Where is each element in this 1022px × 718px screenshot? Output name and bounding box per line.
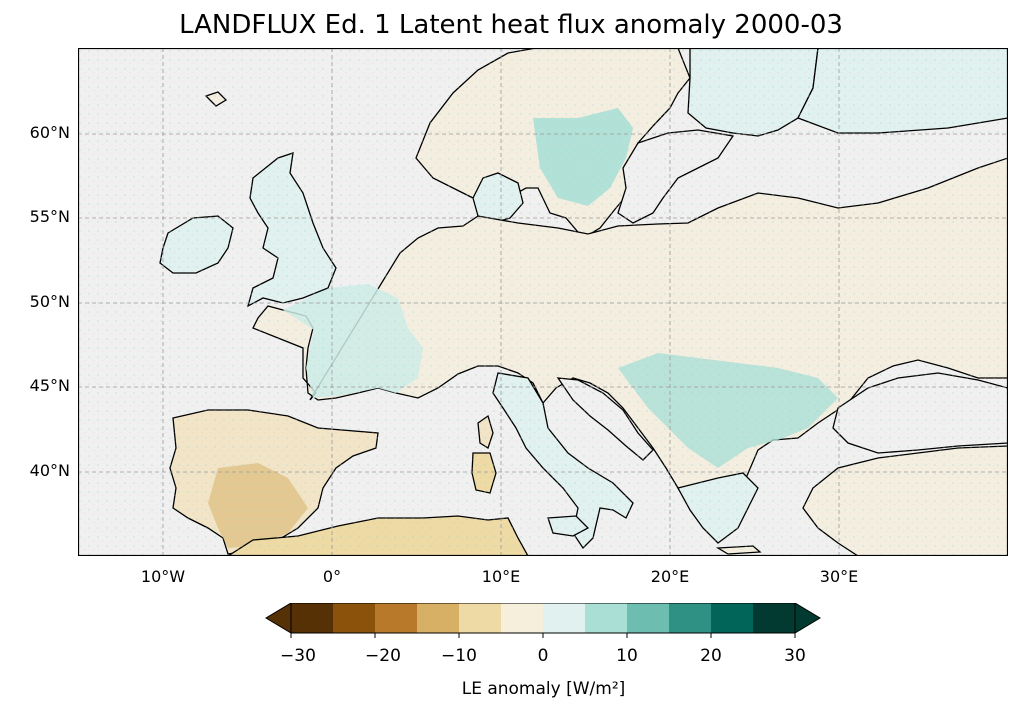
lon-label-20e: 20°E bbox=[650, 567, 690, 586]
colorbar-segment bbox=[375, 603, 417, 633]
map-frame bbox=[77, 47, 1009, 557]
colorbar-segment bbox=[333, 603, 375, 633]
lat-label-55: 55°N bbox=[29, 207, 70, 226]
colorbar-segment bbox=[417, 603, 459, 633]
colorbar-segment bbox=[753, 603, 795, 633]
lat-label-45: 45°N bbox=[29, 376, 70, 395]
colorbar-tick-label: −20 bbox=[365, 646, 401, 666]
grid-texture bbox=[78, 48, 1008, 556]
colorbar-tick-label: 10 bbox=[616, 646, 638, 666]
lon-label-30e: 30°E bbox=[819, 567, 859, 586]
colorbar-label: LE anomaly [W/m²] bbox=[461, 679, 626, 699]
map-canvas bbox=[77, 47, 1009, 557]
colorbar-extend-low bbox=[265, 603, 292, 634]
map-panel bbox=[77, 47, 1009, 560]
colorbar-segment bbox=[585, 603, 627, 633]
colorbar-segment bbox=[459, 603, 501, 633]
colorbar-tick-label: −30 bbox=[280, 646, 316, 666]
colorbar-segment bbox=[627, 603, 669, 633]
lon-label-10e: 10°E bbox=[481, 567, 521, 586]
lon-label-10w: 10°W bbox=[140, 567, 186, 586]
gridlines bbox=[78, 48, 1008, 556]
colorbar-segment bbox=[501, 603, 543, 633]
colorbar bbox=[265, 603, 821, 638]
colorbar-tick-label: 0 bbox=[537, 646, 549, 666]
lat-label-50: 50°N bbox=[29, 292, 70, 311]
colorbar-extend-high bbox=[794, 603, 821, 634]
colorbar-segment bbox=[291, 603, 333, 633]
colorbar-tick-label: −10 bbox=[441, 646, 477, 666]
colorbar-segment bbox=[669, 603, 711, 633]
map-title: LANDFLUX Ed. 1 Latent heat flux anomaly … bbox=[179, 10, 843, 40]
colorbar-tick-label: 30 bbox=[784, 646, 806, 666]
lat-label-40: 40°N bbox=[29, 461, 70, 480]
lon-label-0: 0° bbox=[322, 567, 342, 586]
colorbar-segment bbox=[543, 603, 585, 633]
colorbar-segment bbox=[711, 603, 753, 633]
lat-label-60: 60°N bbox=[29, 123, 70, 142]
colorbar-tick-label: 20 bbox=[700, 646, 722, 666]
